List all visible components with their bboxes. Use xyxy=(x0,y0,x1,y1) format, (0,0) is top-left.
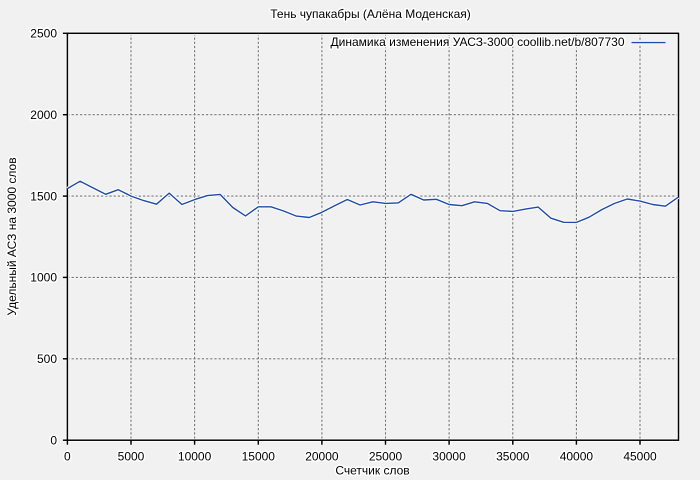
svg-text:Счетчик слов: Счетчик слов xyxy=(335,464,409,478)
svg-text:Тень чупакабры (Алёна Моденска: Тень чупакабры (Алёна Моденская) xyxy=(270,7,471,21)
svg-text:10000: 10000 xyxy=(178,450,212,464)
svg-text:0: 0 xyxy=(50,433,57,447)
svg-text:15000: 15000 xyxy=(242,450,276,464)
svg-text:2000: 2000 xyxy=(30,108,57,122)
svg-text:1500: 1500 xyxy=(30,189,57,203)
svg-text:25000: 25000 xyxy=(369,450,403,464)
svg-text:0: 0 xyxy=(64,450,71,464)
svg-text:2500: 2500 xyxy=(30,27,57,41)
svg-text:20000: 20000 xyxy=(305,450,339,464)
svg-text:45000: 45000 xyxy=(623,450,657,464)
svg-text:Динамика изменения УАСЗ-3000 c: Динамика изменения УАСЗ-3000 coollib.net… xyxy=(331,35,625,49)
svg-text:40000: 40000 xyxy=(560,450,594,464)
svg-text:Удельный АСЗ на 3000 слов: Удельный АСЗ на 3000 слов xyxy=(5,157,19,315)
svg-text:35000: 35000 xyxy=(496,450,530,464)
svg-text:30000: 30000 xyxy=(432,450,466,464)
svg-text:1000: 1000 xyxy=(30,271,57,285)
svg-text:500: 500 xyxy=(37,352,57,366)
svg-text:5000: 5000 xyxy=(118,450,145,464)
